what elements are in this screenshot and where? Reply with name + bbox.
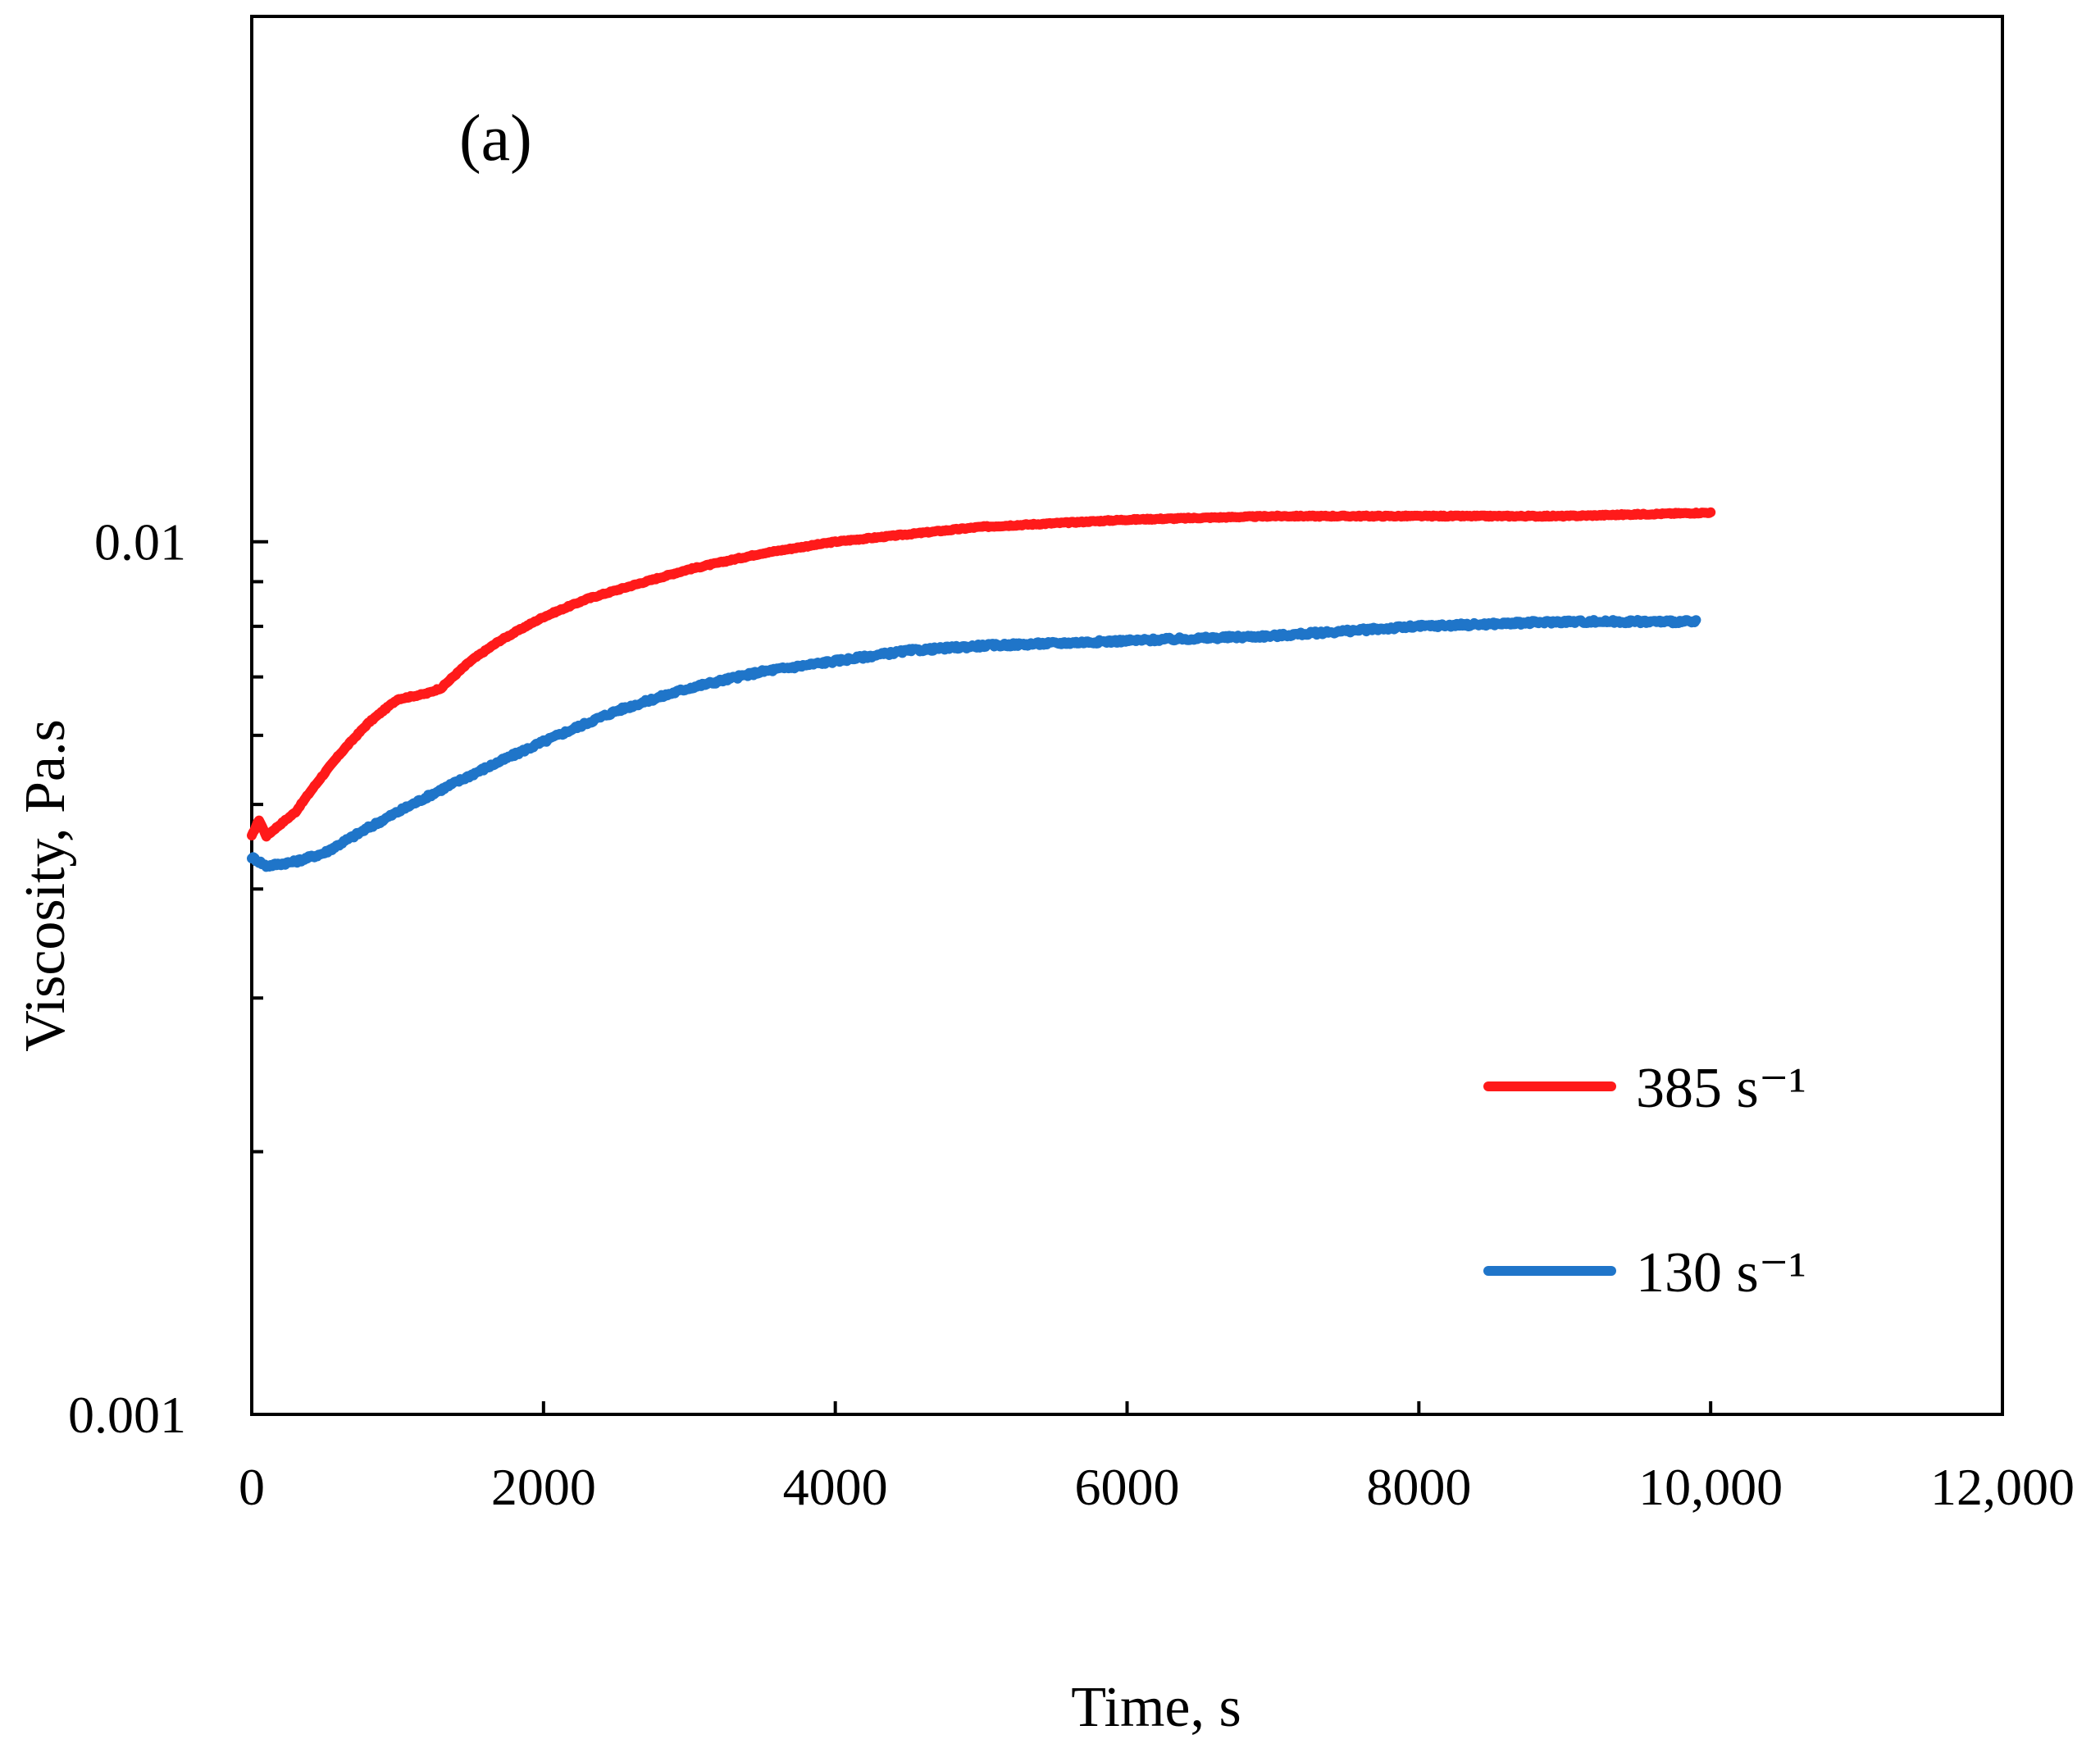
x-tick-label: 0 [239, 1458, 265, 1516]
series-line-blue [247, 615, 1701, 872]
legend-label: 130 s⁻¹ [1636, 1241, 1806, 1305]
panel-label: (a) [459, 102, 532, 175]
legend-label: 385 s⁻¹ [1636, 1057, 1806, 1120]
x-tick-label: 12,000 [1930, 1458, 2075, 1516]
x-tick-label: 8000 [1366, 1458, 1471, 1516]
x-tick-label: 10,000 [1638, 1458, 1783, 1516]
x-tick-label: 2000 [491, 1458, 596, 1516]
x-axis-title: Time, s [1071, 1676, 1241, 1739]
y-axis-title: Viscosity, Pa.s [14, 719, 77, 1051]
x-tick-label: 6000 [1075, 1458, 1180, 1516]
y-tick-label: 0.01 [94, 513, 186, 571]
plot-frame [250, 15, 2004, 1416]
y-tick-label: 0.001 [68, 1386, 186, 1444]
series-line-red [247, 507, 1716, 842]
x-tick-label: 4000 [783, 1458, 888, 1516]
